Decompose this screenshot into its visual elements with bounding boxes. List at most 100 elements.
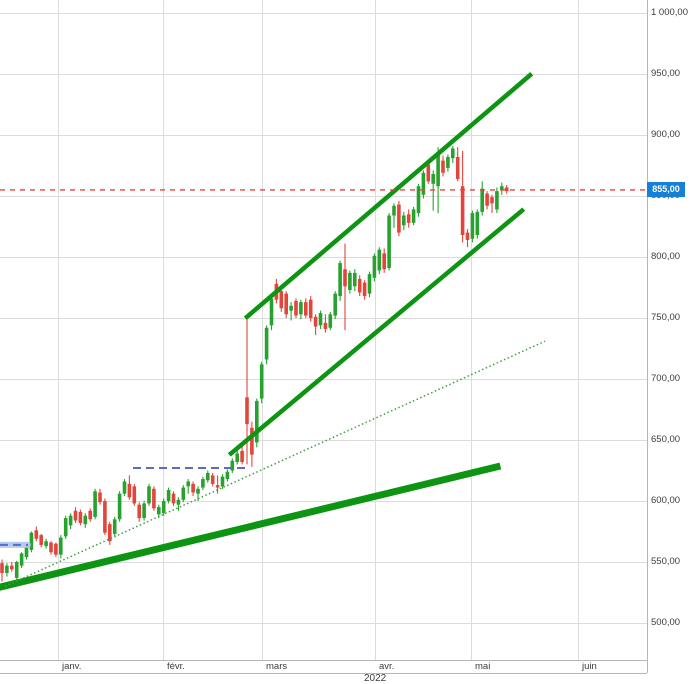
candle[interactable] [377, 247, 382, 275]
candle[interactable] [49, 541, 53, 555]
candle[interactable] [353, 269, 357, 292]
candle[interactable] [299, 299, 303, 320]
candle[interactable] [485, 191, 489, 210]
candle[interactable] [54, 542, 58, 558]
candle[interactable] [235, 450, 239, 465]
candle[interactable] [122, 479, 127, 497]
candle[interactable] [284, 291, 288, 318]
candle[interactable] [382, 248, 386, 273]
candle[interactable] [402, 211, 406, 231]
candle[interactable] [426, 161, 431, 184]
candle[interactable] [68, 513, 73, 530]
candle[interactable] [5, 563, 9, 577]
candle[interactable] [397, 200, 401, 237]
candle[interactable] [230, 458, 235, 473]
candle[interactable] [421, 170, 426, 199]
candle[interactable] [63, 515, 68, 539]
candle[interactable] [323, 314, 328, 333]
candle[interactable] [142, 501, 146, 521]
candle[interactable] [14, 560, 19, 581]
candle[interactable] [83, 513, 88, 528]
channel-lower-trendline[interactable] [227, 207, 526, 457]
candle[interactable] [406, 209, 411, 228]
candle[interactable] [455, 147, 460, 182]
candle[interactable] [250, 421, 254, 467]
candle[interactable] [137, 502, 141, 522]
candle[interactable] [470, 210, 475, 243]
candle[interactable] [328, 311, 333, 331]
candle[interactable] [34, 526, 39, 542]
candle[interactable] [333, 291, 337, 320]
candle[interactable] [19, 552, 24, 569]
candle[interactable] [313, 314, 318, 336]
candle[interactable] [318, 310, 323, 329]
candle[interactable] [93, 488, 97, 520]
candle[interactable] [112, 516, 117, 537]
candle[interactable] [367, 271, 372, 298]
candle[interactable] [132, 483, 137, 506]
candle[interactable] [504, 185, 509, 194]
candle[interactable] [294, 298, 298, 318]
candle[interactable] [269, 296, 274, 331]
candle[interactable] [171, 491, 176, 506]
candle[interactable] [411, 206, 416, 226]
candle[interactable] [451, 145, 455, 164]
candle[interactable] [490, 194, 494, 214]
candle[interactable] [480, 181, 484, 216]
time-axis[interactable]: janv. févr. mars avr. mai juin [0, 660, 691, 684]
candle[interactable] [73, 507, 78, 523]
candle[interactable] [166, 487, 171, 504]
candle[interactable] [416, 183, 421, 217]
candle[interactable] [225, 469, 230, 482]
candle[interactable] [88, 508, 92, 522]
candle[interactable] [108, 521, 112, 545]
candle[interactable] [240, 446, 244, 465]
candle[interactable] [304, 298, 308, 318]
candle[interactable] [152, 486, 156, 511]
candle[interactable] [103, 498, 107, 536]
candle[interactable] [220, 474, 225, 489]
support-trendline-thick[interactable] [0, 462, 502, 591]
candle[interactable] [500, 182, 504, 195]
candle[interactable] [59, 535, 63, 559]
candle[interactable] [338, 260, 342, 301]
candle[interactable] [259, 361, 264, 404]
candle[interactable] [0, 559, 4, 582]
candle[interactable] [10, 562, 14, 572]
candle[interactable] [436, 147, 440, 214]
growth-dotted-trendline[interactable] [4, 340, 546, 588]
candle[interactable] [206, 470, 210, 483]
candle[interactable] [348, 270, 352, 294]
candle[interactable] [98, 488, 102, 505]
candle[interactable] [44, 538, 48, 549]
candle[interactable] [441, 155, 445, 177]
candle[interactable] [357, 275, 362, 297]
candle[interactable] [215, 475, 220, 494]
candle[interactable] [191, 481, 195, 497]
candle[interactable] [186, 479, 190, 494]
candle[interactable] [279, 287, 284, 312]
candle[interactable] [308, 296, 313, 322]
candle[interactable] [495, 187, 499, 214]
price-axis[interactable]: 1 000,00950,00900,00850,00800,00750,0070… [647, 0, 691, 660]
candle[interactable] [446, 154, 450, 172]
candle[interactable] [117, 491, 122, 522]
candle[interactable] [181, 485, 186, 503]
candle[interactable] [460, 150, 465, 243]
candle[interactable] [147, 483, 151, 506]
candle[interactable] [264, 325, 269, 365]
candle[interactable] [78, 509, 83, 526]
candle[interactable] [29, 531, 34, 553]
candle[interactable] [465, 228, 470, 248]
candle[interactable] [362, 280, 367, 300]
candle[interactable] [343, 243, 347, 331]
candle[interactable] [387, 213, 391, 271]
candle[interactable] [161, 498, 166, 516]
channel-upper-trendline[interactable] [243, 72, 534, 320]
candle[interactable] [210, 472, 215, 487]
candle[interactable] [392, 203, 396, 228]
candle[interactable] [372, 253, 377, 282]
candle[interactable] [39, 533, 43, 548]
candle[interactable] [127, 475, 132, 500]
